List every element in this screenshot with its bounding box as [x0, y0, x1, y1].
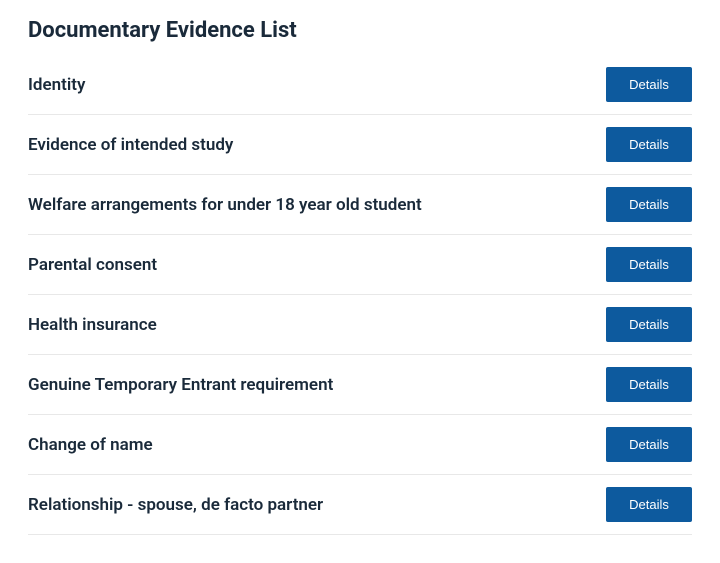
- details-button[interactable]: Details: [606, 427, 692, 462]
- list-item: Identity Details: [28, 67, 692, 115]
- evidence-label: Identity: [28, 75, 606, 95]
- page-title: Documentary Evidence List: [28, 18, 692, 43]
- list-item: Genuine Temporary Entrant requirement De…: [28, 355, 692, 415]
- details-button[interactable]: Details: [606, 487, 692, 522]
- details-button[interactable]: Details: [606, 67, 692, 102]
- evidence-label: Parental consent: [28, 255, 606, 275]
- details-button[interactable]: Details: [606, 187, 692, 222]
- evidence-label: Relationship - spouse, de facto partner: [28, 495, 606, 515]
- details-button[interactable]: Details: [606, 367, 692, 402]
- evidence-label: Genuine Temporary Entrant requirement: [28, 375, 606, 395]
- details-button[interactable]: Details: [606, 127, 692, 162]
- list-item: Parental consent Details: [28, 235, 692, 295]
- list-item: Change of name Details: [28, 415, 692, 475]
- list-item: Health insurance Details: [28, 295, 692, 355]
- evidence-label: Change of name: [28, 435, 606, 455]
- details-button[interactable]: Details: [606, 247, 692, 282]
- list-item: Welfare arrangements for under 18 year o…: [28, 175, 692, 235]
- evidence-label: Welfare arrangements for under 18 year o…: [28, 195, 606, 215]
- details-button[interactable]: Details: [606, 307, 692, 342]
- evidence-label: Evidence of intended study: [28, 135, 606, 155]
- list-item: Evidence of intended study Details: [28, 115, 692, 175]
- evidence-list: Identity Details Evidence of intended st…: [28, 67, 692, 535]
- list-item: Relationship - spouse, de facto partner …: [28, 475, 692, 535]
- evidence-label: Health insurance: [28, 315, 606, 335]
